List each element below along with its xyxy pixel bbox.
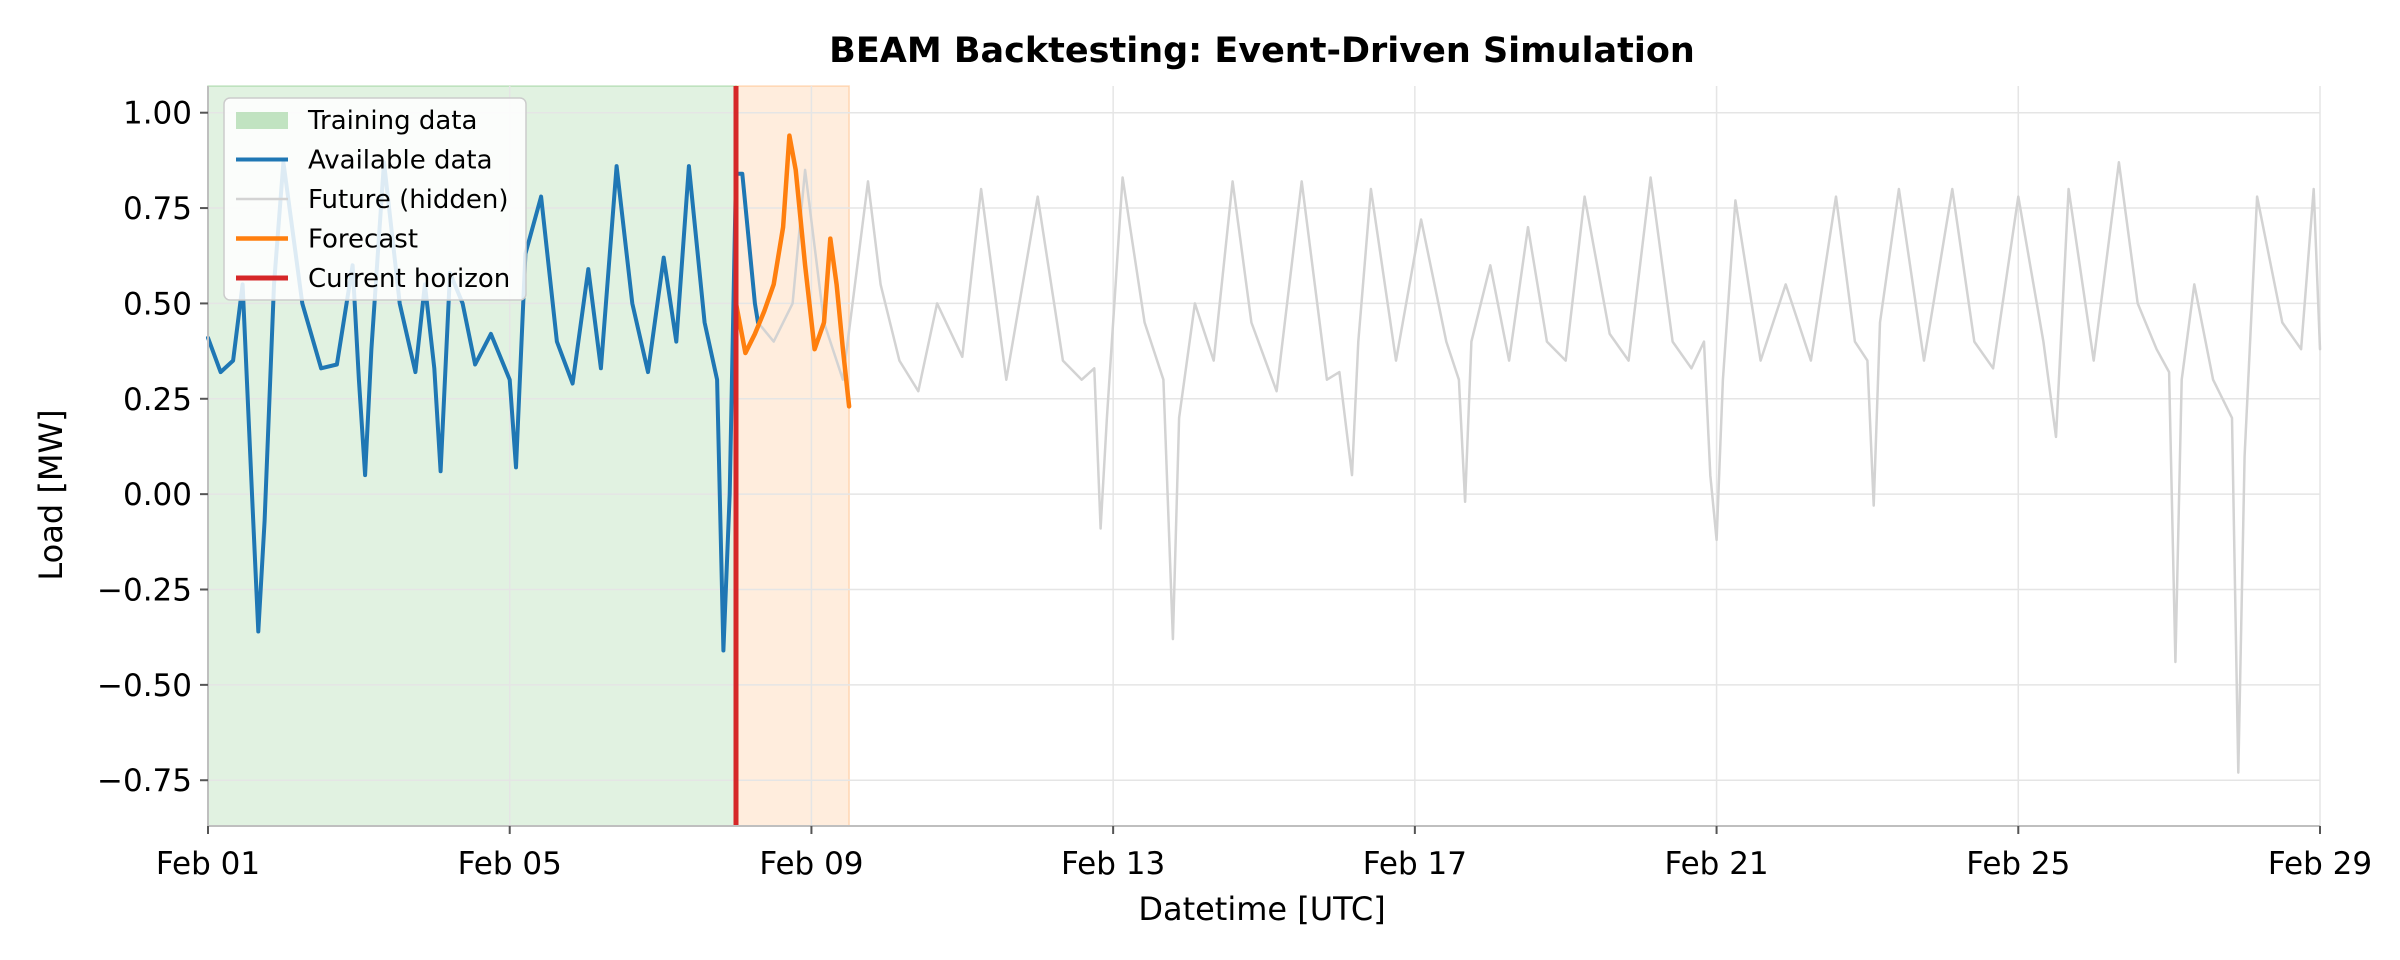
x-tick-label: Feb 13: [1061, 846, 1165, 882]
y-tick-label: −0.50: [97, 668, 192, 704]
x-axis-title: Datetime [UTC]: [1138, 890, 1385, 928]
y-tick-label: 0.50: [123, 286, 192, 322]
series-future-hidden: [756, 161, 2322, 774]
x-tick-label: Feb 21: [1664, 846, 1768, 882]
y-tick-label: 0.75: [123, 191, 192, 227]
y-tick-label: 1.00: [123, 96, 192, 132]
x-tick-label: Feb 25: [1966, 846, 2070, 882]
chart-title: BEAM Backtesting: Event-Driven Simulatio…: [829, 31, 1695, 71]
legend-label-training-data: Training data: [307, 106, 477, 136]
x-tick-label: Feb 17: [1363, 846, 1467, 882]
legend: Training data Available data Future (hidde…: [223, 97, 527, 301]
legend-label-available-data: Available data: [308, 146, 493, 176]
series-forecast: [733, 133, 852, 409]
legend-box: [223, 97, 527, 301]
x-tick-label: Feb 29: [2268, 846, 2372, 882]
x-tick-label: Feb 05: [458, 846, 562, 882]
x-tick-label: Feb 01: [156, 846, 260, 882]
y-tick-label: 0.25: [123, 382, 192, 418]
legend-swatch-training-data: [236, 112, 288, 129]
y-tick-label: 0.00: [123, 477, 192, 513]
legend-label-forecast: Forecast: [308, 225, 418, 255]
legend-label-future-hidden: Future (hidden): [308, 185, 509, 215]
y-tick-label: −0.25: [97, 573, 192, 609]
y-tick-label: −0.75: [97, 763, 192, 799]
legend-label-current-horizon: Current horizon: [308, 264, 510, 294]
y-axis-title: Load [MW]: [32, 409, 70, 580]
region-forecast-window: [735, 85, 850, 827]
x-tick-label: Feb 09: [759, 846, 863, 882]
